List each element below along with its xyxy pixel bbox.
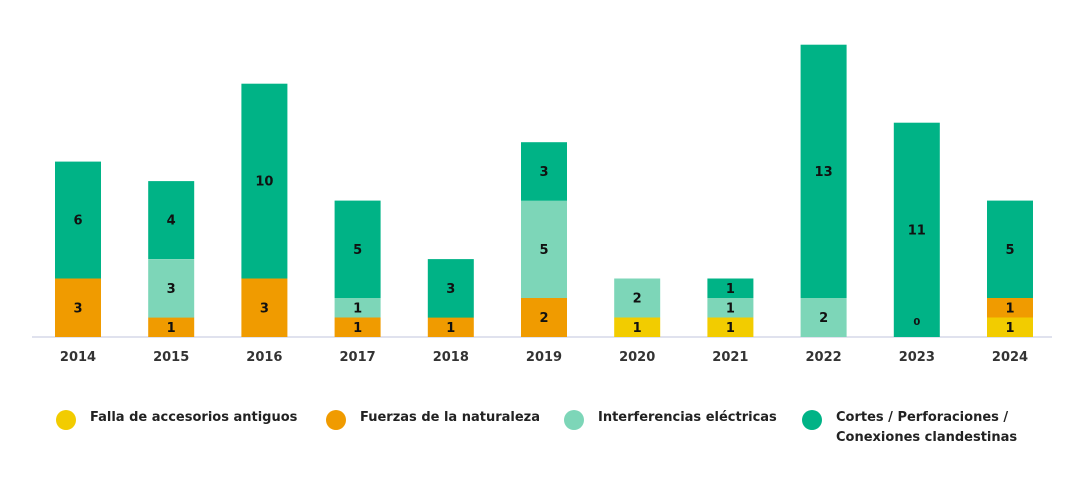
x-tick-label-2022: 2022 <box>806 350 842 365</box>
bar-2024-fuerzas <box>987 298 1033 318</box>
x-tick-labels: 2014 2015 2016 2017 2018 2019 2020 2021 2022 2023… <box>60 350 1028 365</box>
data-label-2024-fuerzas: 1 <box>1005 301 1014 316</box>
x-tick-label-2023: 2023 <box>899 350 935 365</box>
bar-2015-cortes <box>148 181 195 259</box>
x-tick-label-2014: 2014 <box>60 350 96 365</box>
data-label-2019-interferencias: 5 <box>539 243 548 258</box>
bar-2019-fuerzas <box>521 298 567 337</box>
data-label-2021-interferencias: 1 <box>726 301 735 316</box>
legend-swatch-interferencias <box>564 410 584 430</box>
data-label-2017-cortes: 5 <box>353 243 362 258</box>
data-label-2016-fuerzas: 3 <box>260 301 269 316</box>
x-tick-label-2019: 2019 <box>526 350 562 365</box>
data-label-2023-zero: 0 <box>913 317 920 328</box>
data-label-2022-cortes: 13 <box>815 165 833 180</box>
data-label-2024-cortes: 5 <box>1005 243 1014 258</box>
x-tick-label-2020: 2020 <box>619 350 655 365</box>
x-tick-label-2015: 2015 <box>153 350 189 365</box>
bar-2024-falla <box>987 317 1033 337</box>
bar-2016-cortes <box>241 83 288 279</box>
bar-2021-cortes <box>707 278 754 298</box>
bar-2021-interferencias <box>707 298 754 318</box>
data-label-2021-cortes: 1 <box>726 282 735 297</box>
data-label-2015-cortes: 4 <box>167 214 176 229</box>
legend-item-cortes: Cortes / Perforaciones / Conexiones clan… <box>802 408 1017 448</box>
data-label-2021-falla: 1 <box>726 321 735 336</box>
data-label-2022-interferencias: 2 <box>819 311 828 326</box>
data-label-2017-interferencias: 1 <box>353 301 362 316</box>
bar-2016-fuerzas <box>241 278 288 337</box>
legend-swatch-cortes <box>802 410 822 430</box>
legend-item-interferencias: Interferencias eléctricas <box>564 408 777 430</box>
data-label-2023-cortes: 11 <box>908 223 926 238</box>
bar-2020-falla <box>614 317 661 337</box>
bar-2023-cortes <box>893 122 940 337</box>
legend-swatch-fuerzas <box>326 410 346 430</box>
bar-2015-interferencias <box>148 259 195 318</box>
legend-label-interferencias: Interferencias eléctricas <box>598 410 777 425</box>
x-tick-label-2016: 2016 <box>246 350 282 365</box>
data-label-2018-fuerzas: 1 <box>446 321 455 336</box>
legend-label-fuerzas: Fuerzas de la naturaleza <box>360 410 541 425</box>
data-label-2016-cortes: 10 <box>255 175 273 190</box>
bar-2015-fuerzas <box>148 317 195 337</box>
data-label-2020-interferencias: 2 <box>633 292 642 307</box>
x-tick-label-2018: 2018 <box>433 350 469 365</box>
bar-2019-cortes <box>521 142 567 201</box>
legend-label-falla: Falla de accesorios antiguos <box>90 410 298 425</box>
data-label-2015-interferencias: 3 <box>167 282 176 297</box>
x-tick-label-2024: 2024 <box>992 350 1028 365</box>
legend-label-cortes: Cortes / Perforaciones / Conexiones clan… <box>836 410 1018 445</box>
data-label-2020-falla: 1 <box>633 321 642 336</box>
bar-2022-cortes <box>800 44 847 299</box>
x-tick-label-2021: 2021 <box>712 350 748 365</box>
x-tick-label-2017: 2017 <box>340 350 376 365</box>
bar-2017-cortes <box>334 200 381 298</box>
bar-2018-cortes <box>427 259 474 318</box>
data-label-2014-fuerzas: 3 <box>73 301 82 316</box>
data-label-2019-cortes: 3 <box>539 165 548 180</box>
bar-2017-fuerzas <box>334 317 381 337</box>
bar-2019-interferencias <box>521 200 567 298</box>
legend-swatch-falla <box>56 410 76 430</box>
legend-item-fuerzas: Fuerzas de la naturaleza <box>326 408 540 430</box>
bar-2017-interferencias <box>334 298 381 318</box>
bar-2022-interferencias <box>800 298 847 337</box>
bar-2018-fuerzas <box>427 317 474 337</box>
data-label-2019-fuerzas: 2 <box>539 311 548 326</box>
data-label-2018-cortes: 3 <box>446 282 455 297</box>
bar-2024-cortes <box>987 200 1033 298</box>
data-label-2024-falla: 1 <box>1005 321 1014 336</box>
legend-item-falla: Falla de accesorios antiguos <box>56 408 297 430</box>
legend: Falla de accesorios antiguos Fuerzas de … <box>56 408 1056 458</box>
bar-2020-interferencias <box>614 278 661 318</box>
bar-2021-falla <box>707 317 754 337</box>
bar-2014-fuerzas <box>55 278 101 337</box>
data-label-2017-fuerzas: 1 <box>353 321 362 336</box>
data-label-2014-cortes: 6 <box>73 214 82 229</box>
bar-2014-cortes <box>55 161 101 279</box>
data-label-2015-fuerzas: 1 <box>167 321 176 336</box>
